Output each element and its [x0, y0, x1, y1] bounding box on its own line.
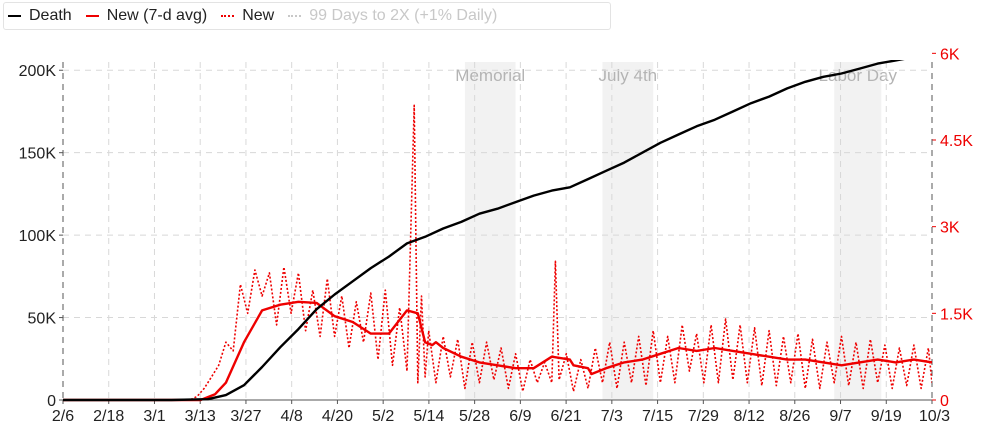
holiday-band [464, 62, 516, 400]
x-tick-label: 8/26 [779, 408, 810, 425]
x-tick-label: 3/27 [230, 408, 261, 425]
y-left-tick-label: 50K [28, 311, 57, 328]
legend-item-2[interactable]: New [221, 7, 274, 25]
chart-legend: Death New (7-d avg) New 99 Days to 2X (+1% … [3, 2, 611, 30]
legend-label: 99 Days to 2X (+1% Daily) [309, 7, 498, 24]
y-left-tick-label: 0 [47, 393, 56, 410]
legend-item-3[interactable]: 99 Days to 2X (+1% Daily) [288, 7, 497, 25]
holiday-label: Memorial [455, 66, 525, 85]
x-tick-label: 4/20 [322, 408, 353, 425]
legend-swatch [85, 15, 99, 17]
x-tick-label: 10/3 [919, 408, 950, 425]
x-tick-label: 7/15 [642, 408, 673, 425]
y-left-tick-label: 100K [19, 228, 57, 245]
legend-swatch [221, 15, 235, 17]
x-tick-label: 6/21 [551, 408, 582, 425]
holiday-band [834, 62, 882, 400]
legend-swatch [288, 15, 302, 17]
holiday-band [602, 62, 654, 400]
x-tick-label: 6/9 [509, 408, 531, 425]
x-tick-label: 9/19 [871, 408, 902, 425]
x-tick-label: 5/2 [372, 408, 394, 425]
series-line-death [63, 60, 905, 402]
x-tick-label: 5/28 [459, 408, 490, 425]
x-tick-label: 3/1 [143, 408, 165, 425]
x-tick-label: 4/8 [281, 408, 303, 425]
holiday-label: July 4th [599, 66, 658, 85]
y-right-tick-label: 4.5K [940, 133, 973, 150]
x-tick-label: 2/18 [93, 408, 124, 425]
x-tick-label: 5/14 [413, 408, 444, 425]
y-right-tick-label: 1.5K [940, 306, 973, 323]
holiday-label: Labor Day [819, 66, 898, 85]
legend-label: New (7-d avg) [106, 7, 208, 24]
x-tick-label: 8/12 [733, 408, 764, 425]
x-tick-label: 7/29 [688, 408, 719, 425]
legend-item-1[interactable]: New (7-d avg) [85, 7, 208, 25]
series-line-new-7-d-avg [63, 300, 932, 402]
x-tick-label: 9/7 [829, 408, 851, 425]
y-right-tick-label: 3K [940, 220, 960, 237]
legend-label: Death [29, 7, 72, 24]
y-left-tick-label: 150K [19, 146, 57, 163]
y-right-tick-label: 6K [940, 46, 960, 63]
legend-item-0[interactable]: Death [8, 7, 72, 25]
y-left-tick-label: 200K [19, 63, 57, 80]
x-tick-label: 7/3 [601, 408, 623, 425]
x-tick-label: 3/13 [185, 408, 216, 425]
x-tick-label: 2/6 [52, 408, 74, 425]
y-right-tick-label: 0 [940, 393, 949, 410]
legend-label: New [242, 7, 275, 24]
legend-swatch [8, 15, 21, 17]
